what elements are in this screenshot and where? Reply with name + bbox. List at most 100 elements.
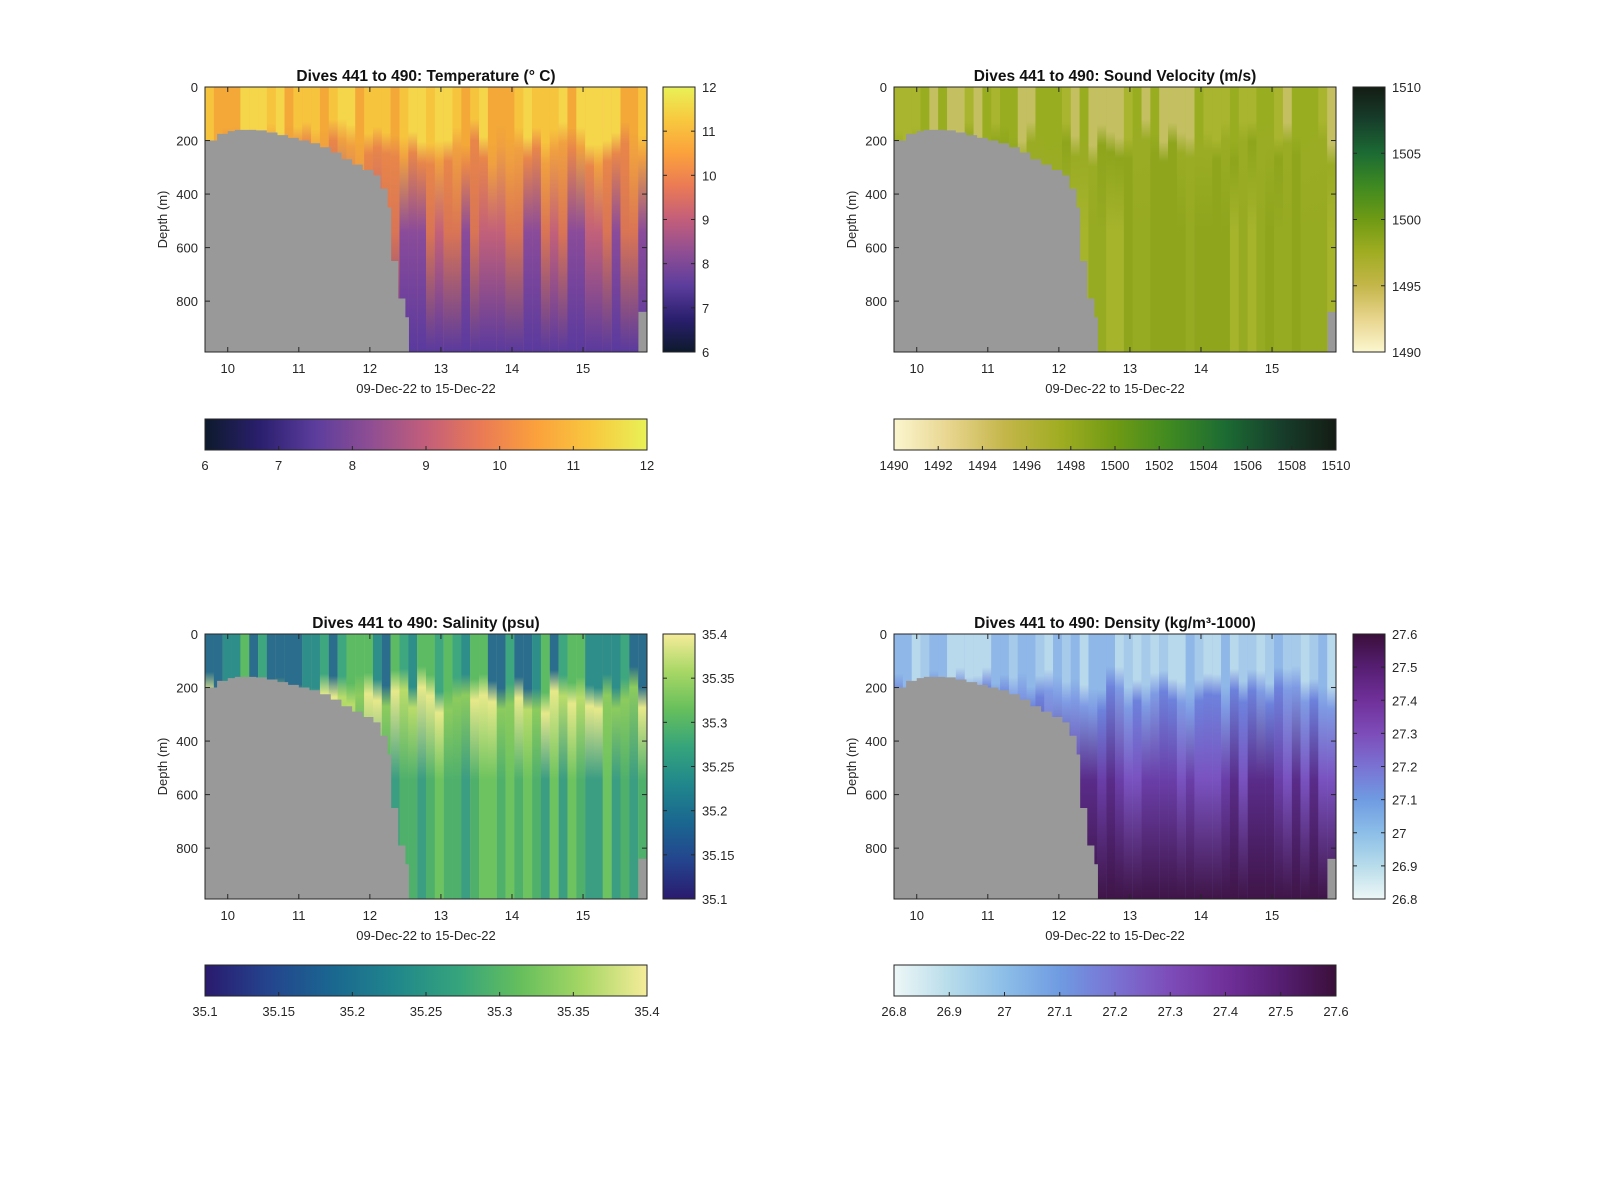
colorbar-tick-label: 35.1 <box>192 1004 217 1019</box>
y-tick-label: 0 <box>880 80 887 95</box>
colorbar-tick-label: 35.1 <box>702 892 727 907</box>
dive-profile <box>558 634 568 899</box>
y-tick-label: 800 <box>176 841 198 856</box>
colorbar-tick-label: 27.6 <box>1323 1004 1348 1019</box>
y-tick-label: 0 <box>191 627 198 642</box>
salinity-axes: 10 11 12 13 14 15 0 200 400 600 800 <box>176 627 648 923</box>
dive-profile <box>514 87 524 352</box>
temperature-x-label: 09-Dec-22 to 15-Dec-22 <box>356 381 495 396</box>
colorbar-tick-label: 27 <box>1392 826 1406 841</box>
dive-profile <box>434 87 444 352</box>
dive-profile <box>638 87 647 352</box>
bottom-mask <box>1327 858 1336 899</box>
colorbar-tick-label: 26.9 <box>1392 859 1417 874</box>
dive-profile <box>1247 87 1257 352</box>
x-tick-label: 11 <box>981 361 995 376</box>
y-tick-label: 200 <box>865 681 887 696</box>
dive-profile <box>479 634 489 899</box>
dive-profile <box>1212 87 1222 352</box>
sound-velocity-x-label: 09-Dec-22 to 15-Dec-22 <box>1045 381 1184 396</box>
y-tick-label: 200 <box>865 134 887 149</box>
colorbar-tick-label: 35.2 <box>340 1004 365 1019</box>
dive-profile <box>1132 634 1142 899</box>
density-y-label: Depth (m) <box>844 738 859 796</box>
x-tick-label: 13 <box>1123 361 1137 376</box>
density-title: Dives 441 to 490: Density (kg/m³-1000) <box>974 615 1256 632</box>
colorbar-tick-label: 35.4 <box>702 627 727 642</box>
vertical-colorbar-bar <box>662 633 696 900</box>
bottom-mask <box>638 858 647 899</box>
dive-profile <box>1123 87 1133 352</box>
colorbar-tick-label: 1506 <box>1233 458 1262 473</box>
dive-profile <box>558 87 568 352</box>
x-tick-label: 12 <box>1052 361 1066 376</box>
dive-profile <box>443 634 453 899</box>
sound-velocity-horizontal-colorbar: 1490 1492 1494 1496 1498 1500 1502 1504 1506 1508… <box>880 418 1350 473</box>
colorbar-tick-label: 35.4 <box>634 1004 659 1019</box>
temperature-axes: 10 11 12 13 14 15 0 200 400 600 800 <box>176 80 648 376</box>
y-tick-label: 0 <box>880 627 887 642</box>
bathymetry-mask <box>205 676 409 899</box>
dive-profile <box>1150 87 1160 352</box>
dive-profile <box>1300 634 1310 899</box>
colorbar-tick-label: 35.15 <box>702 848 735 863</box>
dive-profile <box>1106 87 1116 352</box>
dive-profile <box>1088 634 1098 899</box>
colorbar-tick-label: 1510 <box>1392 80 1421 95</box>
dive-profile <box>1318 87 1328 352</box>
salinity-y-label: Depth (m) <box>155 738 170 796</box>
bathymetry-mask <box>894 129 1098 352</box>
dive-profile <box>487 87 497 352</box>
dive-profile <box>1106 634 1116 899</box>
colorbar-tick-label: 9 <box>422 458 429 473</box>
dive-profile <box>1194 87 1204 352</box>
dive-profile <box>408 634 418 899</box>
y-tick-label: 400 <box>176 187 198 202</box>
dive-profile <box>1123 634 1133 899</box>
dive-profile <box>1159 634 1169 899</box>
colorbar-tick-label: 27.3 <box>1392 726 1417 741</box>
sound-velocity-axes: 10 11 12 13 14 15 0 200 400 600 800 <box>865 80 1337 376</box>
dive-profile <box>399 87 409 352</box>
y-tick-label: 800 <box>865 841 887 856</box>
dive-profile <box>540 87 550 352</box>
dive-profile <box>1185 634 1195 899</box>
dive-profile <box>1115 87 1124 352</box>
colorbar-tick-label: 35.35 <box>557 1004 590 1019</box>
x-tick-label: 14 <box>505 361 519 376</box>
colorbar-tick-label: 1494 <box>968 458 997 473</box>
colorbar-tick-label: 27.3 <box>1158 1004 1183 1019</box>
colorbar-tick-label: 11 <box>702 124 716 139</box>
y-tick-label: 600 <box>865 241 887 256</box>
dive-profile <box>1097 634 1107 899</box>
dive-profile <box>470 87 480 352</box>
colorbar-tick-label: 1492 <box>924 458 953 473</box>
dive-profile <box>620 87 630 352</box>
colorbar-tick-label: 27.1 <box>1392 793 1417 808</box>
bottom-mask <box>1327 311 1336 352</box>
axes-frame <box>893 633 1337 900</box>
temperature-horizontal-colorbar: 6 7 8 9 10 11 12 <box>201 418 654 473</box>
dive-profile <box>1221 634 1231 899</box>
colorbar-tick-label: 12 <box>640 458 654 473</box>
dive-profile <box>1291 87 1301 352</box>
colorbar-tick-label: 27.4 <box>1392 693 1417 708</box>
sound-velocity-title: Dives 441 to 490: Sound Velocity (m/s) <box>974 68 1257 85</box>
colorbar-tick-label: 27 <box>997 1004 1011 1019</box>
dive-profile <box>426 87 435 352</box>
dive-profile <box>417 87 427 352</box>
colorbar-tick-label: 8 <box>702 257 709 272</box>
dive-profile <box>629 634 639 899</box>
dive-profile <box>593 87 603 352</box>
colorbar-tick-label: 7 <box>702 301 709 316</box>
dive-profile <box>1212 634 1222 899</box>
dive-profile <box>1088 87 1098 352</box>
dive-profile <box>417 634 427 899</box>
bathymetry-mask <box>894 676 1098 899</box>
colorbar-tick-label: 1504 <box>1189 458 1218 473</box>
vertical-colorbar-bar <box>662 86 696 353</box>
x-tick-label: 15 <box>576 361 590 376</box>
colorbar-tick-label: 1500 <box>1392 213 1421 228</box>
y-tick-label: 600 <box>865 788 887 803</box>
dive-profile <box>585 87 595 352</box>
